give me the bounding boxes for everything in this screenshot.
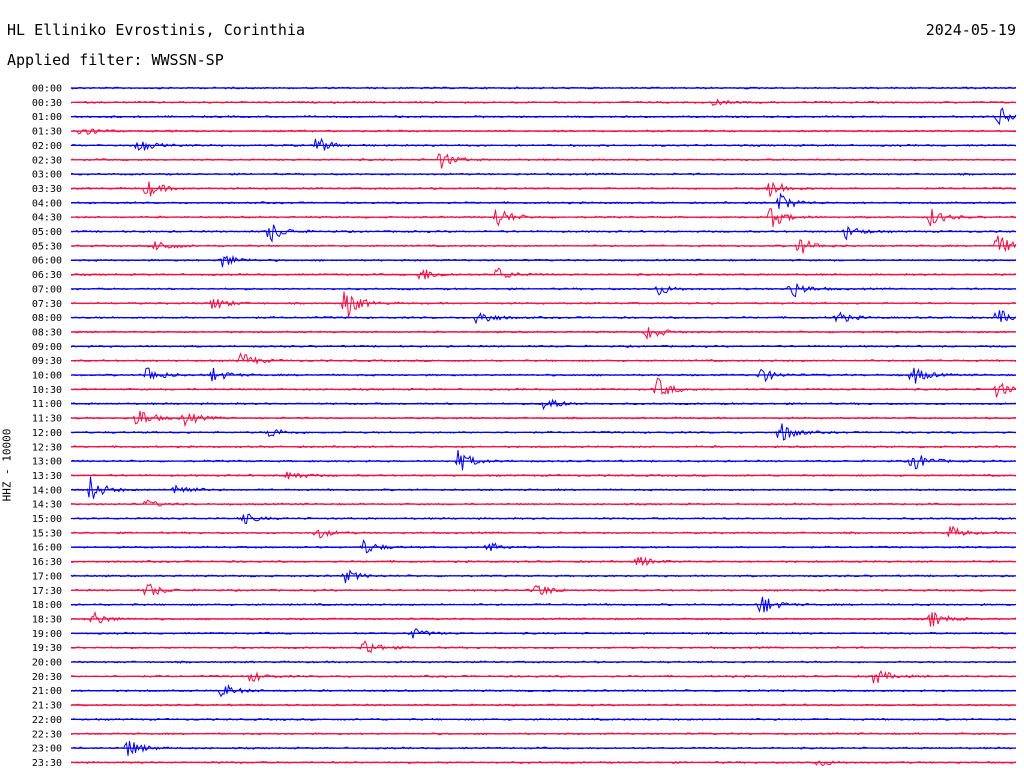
row-label: 03:00 — [32, 170, 62, 181]
traces — [70, 86, 1017, 767]
trace-row — [70, 640, 1017, 654]
trace-row — [70, 192, 1017, 209]
row-label: 07:00 — [32, 284, 62, 295]
row-label: 12:30 — [32, 442, 62, 453]
row-label: 04:00 — [32, 198, 62, 209]
row-label: 02:00 — [32, 141, 62, 152]
row-label: 16:30 — [32, 557, 62, 568]
row-label: 18:30 — [32, 614, 62, 625]
row-label: 00:30 — [32, 98, 62, 109]
trace-row — [70, 352, 1017, 365]
trace-row — [70, 569, 1017, 584]
row-label: 11:30 — [32, 414, 62, 425]
trace-row — [70, 224, 1017, 243]
trace-row — [70, 327, 1016, 341]
trace-row — [70, 153, 1017, 169]
row-label: 18:00 — [32, 600, 62, 611]
trace-row — [70, 669, 1017, 684]
row-label: 20:30 — [32, 672, 62, 683]
row-label: 22:30 — [32, 729, 62, 740]
row-label: 01:00 — [32, 112, 62, 123]
station-title: HL Elliniko Evrostinis, Corinthia — [7, 21, 306, 39]
row-label: 21:30 — [32, 701, 62, 712]
row-label: 23:00 — [32, 744, 62, 755]
row-label: 20:00 — [32, 658, 62, 669]
row-label: 10:30 — [32, 385, 62, 396]
row-label: 21:00 — [32, 686, 62, 697]
row-label: 03:30 — [32, 184, 62, 195]
trace-row — [70, 476, 1017, 499]
row-label: 17:00 — [32, 571, 62, 582]
row-label: 09:00 — [32, 342, 62, 353]
row-label: 00:00 — [32, 84, 62, 95]
date-label: 2024-05-19 — [925, 21, 1016, 39]
row-label: 15:30 — [32, 528, 62, 539]
row-label: 11:00 — [32, 399, 62, 410]
trace-row — [70, 254, 1017, 268]
row-label: 01:30 — [32, 127, 62, 138]
row-label: 04:30 — [32, 213, 62, 224]
trace-row — [70, 235, 1017, 254]
row-label: 13:30 — [32, 471, 62, 482]
trace-row — [70, 367, 1016, 384]
row-label: 22:00 — [32, 715, 62, 726]
trace-row — [70, 283, 1017, 298]
trace-row — [70, 377, 1017, 398]
row-label: 08:00 — [32, 313, 62, 324]
row-label: 19:00 — [32, 629, 62, 640]
row-label: 06:30 — [32, 270, 62, 281]
row-label: 09:30 — [32, 356, 62, 367]
row-label: 14:30 — [32, 500, 62, 511]
trace-row — [70, 291, 1017, 318]
trace-row — [70, 310, 1017, 325]
row-label: 12:00 — [32, 428, 62, 439]
row-label: 05:30 — [32, 241, 62, 252]
row-label: 16:00 — [32, 543, 62, 554]
row-label: 06:00 — [32, 256, 62, 267]
trace-row — [70, 499, 1017, 507]
row-label: 07:30 — [32, 299, 62, 310]
row-label: 13:00 — [32, 457, 62, 468]
row-labels: 00:00 00:30 01:00 01:30 02:00 02:30 03:00 03:30… — [32, 84, 62, 769]
row-label: 08:30 — [32, 327, 62, 338]
trace-row — [70, 267, 1017, 281]
trace-row — [70, 137, 1017, 151]
trace-row — [70, 450, 1017, 471]
row-label: 05:00 — [32, 227, 62, 238]
trace-row — [70, 525, 1017, 539]
row-label: 19:30 — [32, 643, 62, 654]
row-label: 14:00 — [32, 485, 62, 496]
row-label: 17:30 — [32, 586, 62, 597]
row-label: 15:00 — [32, 514, 62, 525]
trace-row — [70, 423, 1017, 441]
trace-row — [70, 398, 1017, 411]
row-label: 10:00 — [32, 371, 62, 382]
row-label: 02:30 — [32, 155, 62, 166]
filter-label: Applied filter: WWSSN-SP — [7, 51, 224, 69]
row-label: 23:30 — [32, 758, 62, 769]
